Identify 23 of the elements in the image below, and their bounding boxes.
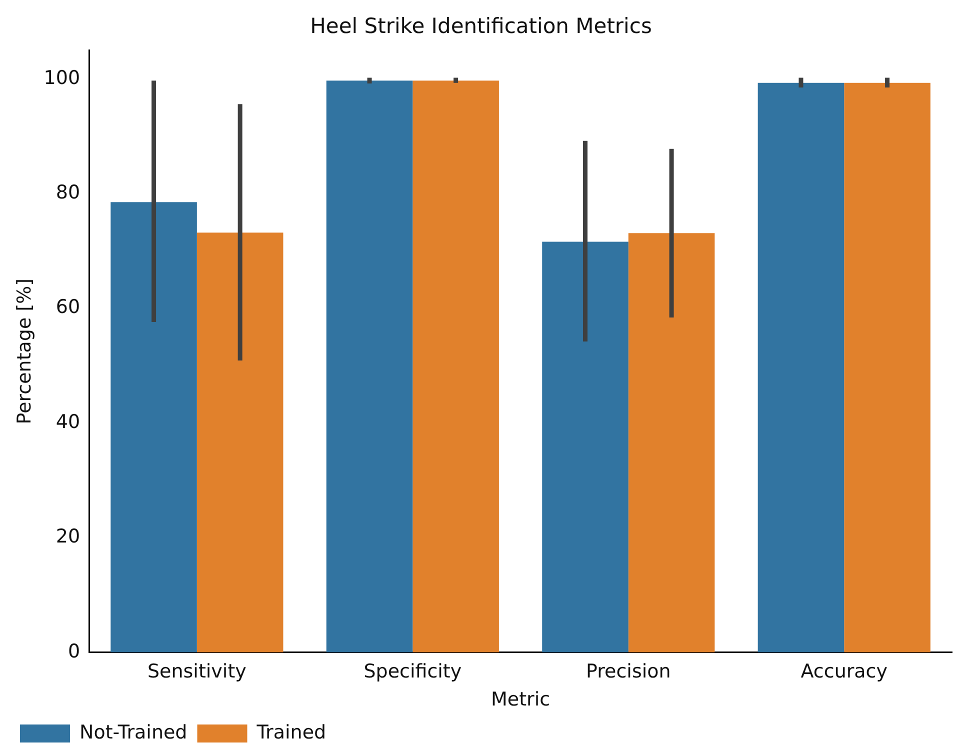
legend-label: Trained: [256, 721, 326, 744]
bar: [542, 242, 628, 652]
x-tick-label: Specificity: [364, 660, 462, 683]
bar: [628, 233, 715, 652]
bar: [844, 82, 930, 652]
y-tick-label: 20: [56, 526, 80, 548]
y-tick-label: 0: [68, 640, 80, 662]
x-tick-label: Accuracy: [800, 660, 888, 683]
y-tick-label: 40: [56, 410, 80, 433]
y-axis-title: Percentage [%]: [13, 278, 36, 424]
y-tick-label: 80: [56, 182, 80, 204]
x-tick-label: Sensitivity: [147, 660, 246, 683]
bar: [758, 82, 844, 652]
chart-title: Heel Strike Identification Metrics: [310, 14, 652, 38]
x-tick-label: Precision: [586, 660, 671, 683]
x-axis-title: Metric: [490, 688, 550, 711]
bar: [326, 80, 413, 652]
y-tick-label: 100: [44, 66, 80, 89]
bar: [412, 80, 499, 652]
bar: [196, 232, 284, 652]
bar: [110, 202, 197, 652]
y-tick-label: 60: [56, 296, 80, 318]
legend-label: Not-Trained: [80, 721, 188, 744]
